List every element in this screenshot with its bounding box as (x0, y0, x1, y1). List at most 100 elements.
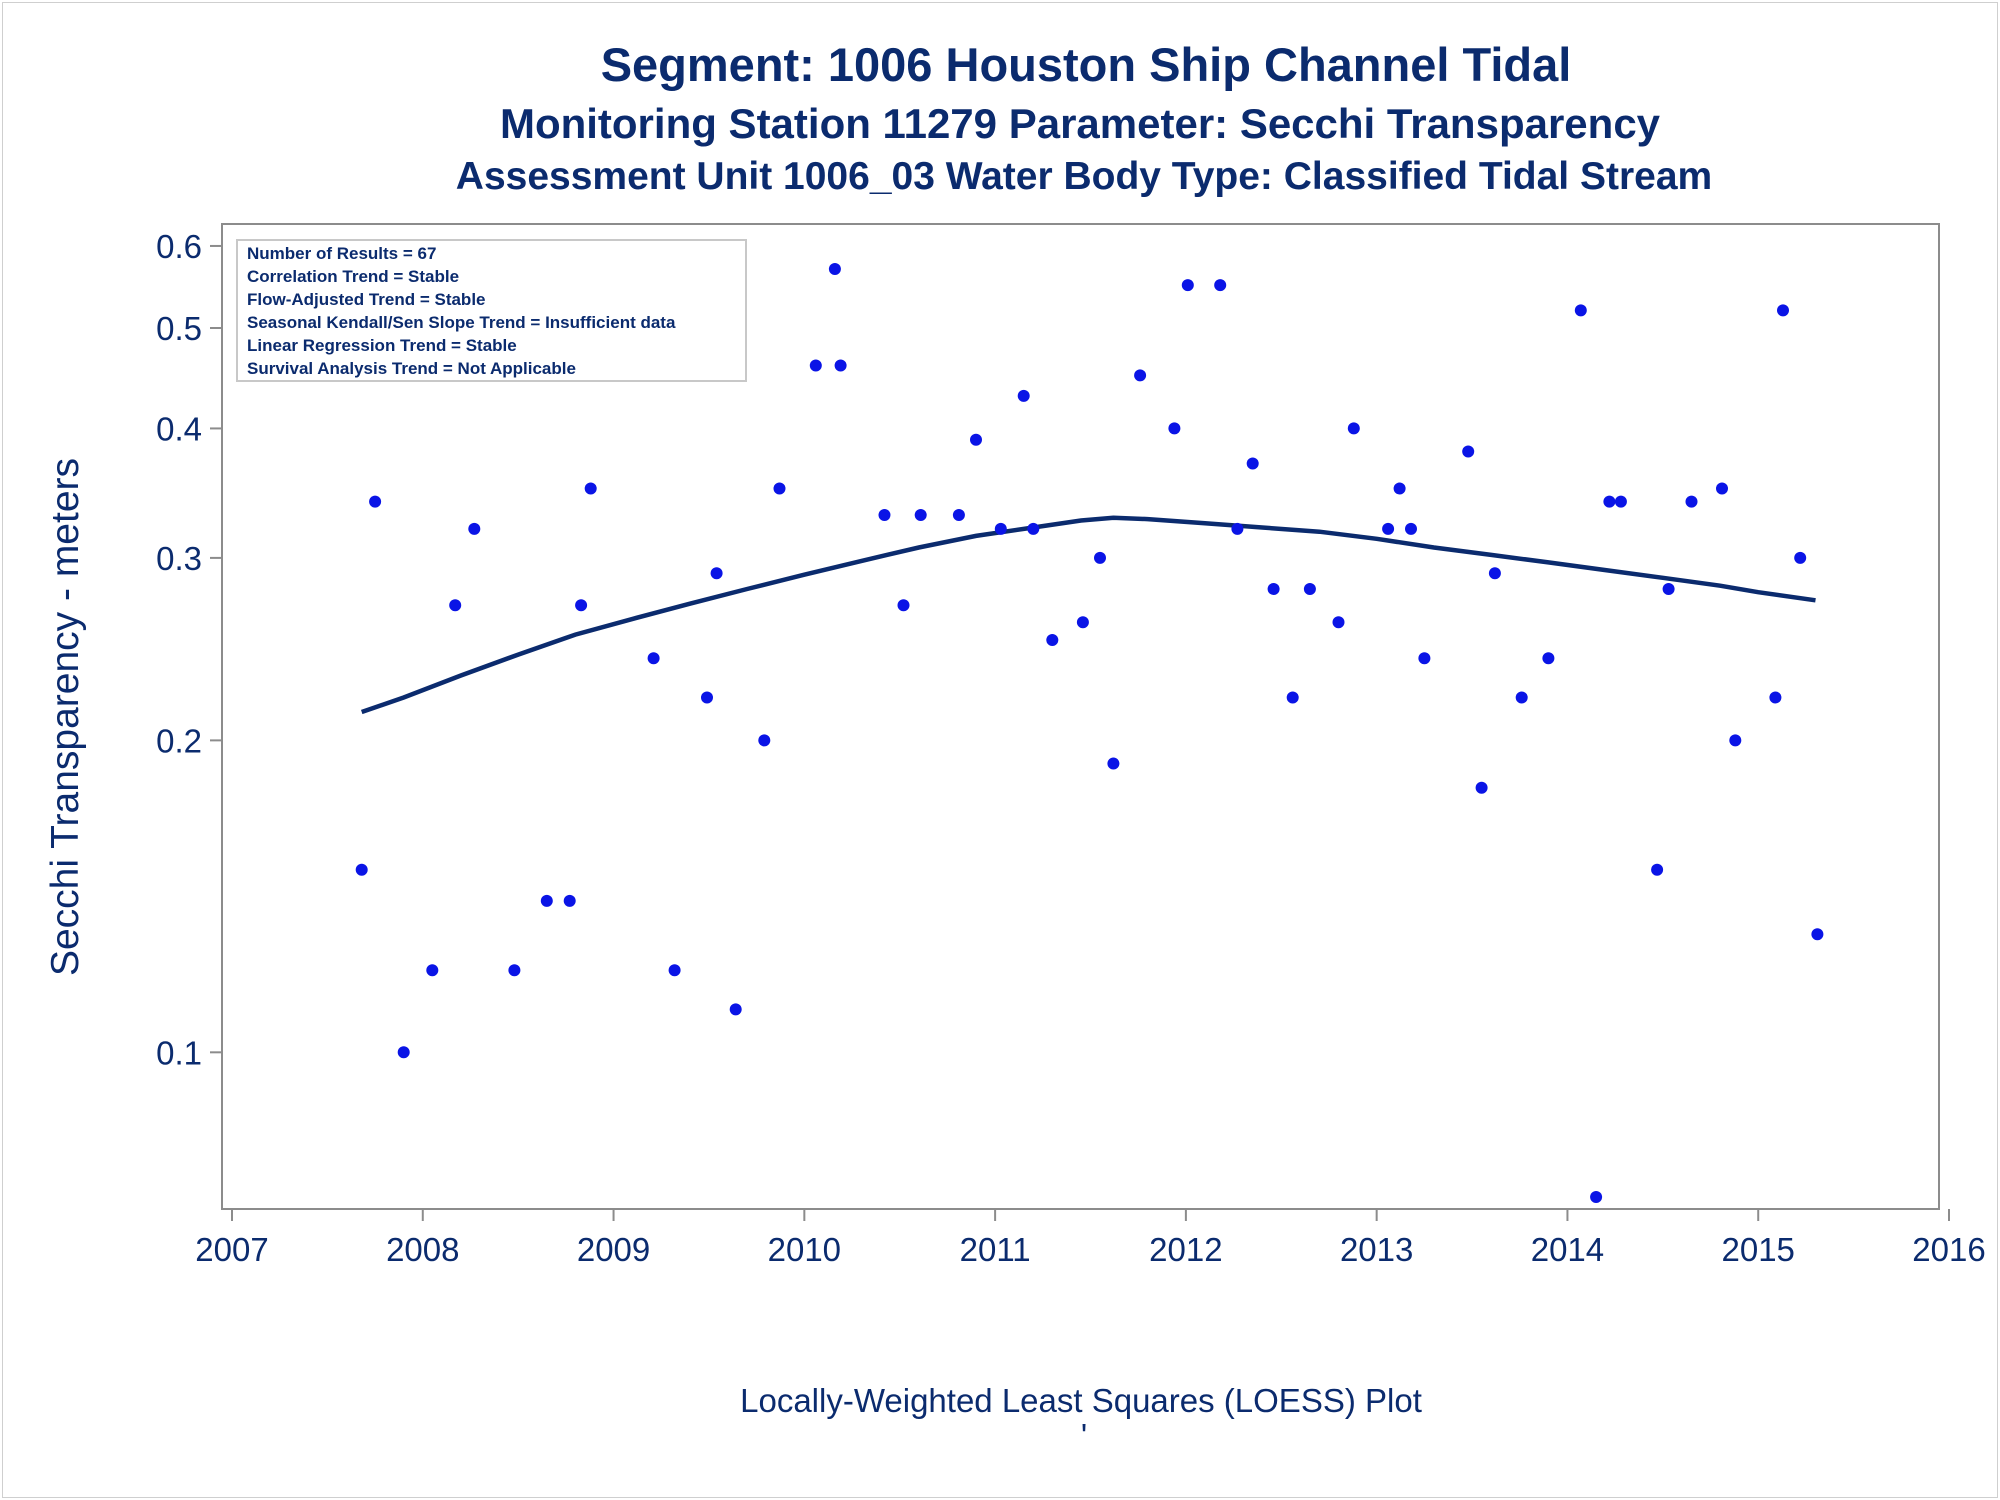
data-point (1515, 691, 1528, 704)
chart-subtitle-2: Assessment Unit 1006_03 Water Body Type:… (455, 155, 1713, 198)
data-point (758, 734, 771, 747)
data-point (701, 691, 713, 704)
data-point (1393, 482, 1406, 495)
data-point (729, 1003, 742, 1016)
data-point (1811, 928, 1824, 941)
data-point (508, 964, 521, 977)
data-point (1017, 389, 1030, 402)
data-point (1716, 482, 1728, 495)
data-point (1574, 304, 1587, 317)
stats-line: Survival Analysis Trend = Not Applicable (247, 359, 576, 378)
data-point (1614, 495, 1627, 508)
data-point (1181, 279, 1194, 292)
data-point (1729, 734, 1742, 747)
data-point (710, 567, 723, 580)
y-tick-label: 0.1 (156, 1034, 202, 1071)
x-axis-label: Locally-Weighted Least Squares (LOESS) P… (740, 1382, 1422, 1419)
x-tick-label: 2007 (195, 1231, 268, 1268)
data-point (1405, 522, 1417, 535)
data-point (575, 599, 588, 612)
data-point (1769, 691, 1782, 704)
data-point (540, 894, 553, 907)
data-point (668, 964, 681, 977)
chart-subtitle: Monitoring Station 11279 Parameter: Secc… (499, 100, 1661, 147)
data-point (1685, 495, 1698, 508)
y-tick-label: 0.4 (156, 410, 202, 447)
y-tick-label: 0.3 (156, 540, 202, 577)
data-point (1246, 457, 1259, 470)
data-point (1475, 781, 1488, 794)
y-tick-label: 0.6 (156, 228, 202, 265)
data-point (1382, 522, 1395, 535)
x-tick-label: 2009 (577, 1231, 650, 1268)
x-tick-label: 2014 (1531, 1231, 1604, 1268)
data-point (1076, 616, 1089, 629)
stats-line: Seasonal Kendall/Sen Slope Trend = Insuf… (247, 313, 676, 332)
data-point (952, 509, 965, 521)
data-point (1347, 422, 1360, 435)
stats-line: Number of Results = 67 (247, 244, 436, 263)
y-axis: 0.1 0.2 0.3 0.4 0.5 0.6 (156, 228, 222, 1071)
data-point (563, 894, 576, 907)
data-point (809, 359, 822, 372)
plot-border (221, 223, 1940, 1210)
data-point (1603, 495, 1616, 508)
data-point (1286, 691, 1299, 704)
data-point (1418, 652, 1431, 665)
data-point (1168, 422, 1181, 435)
data-point (1794, 551, 1807, 564)
x-tick-label: 2008 (386, 1231, 459, 1268)
data-point (914, 509, 927, 521)
data-point (1462, 445, 1475, 458)
data-point (647, 652, 660, 665)
x-tick-label: 2012 (1149, 1231, 1222, 1268)
data-point (878, 509, 891, 521)
data-point (773, 482, 786, 495)
data-point (449, 599, 462, 612)
stats-line: Correlation Trend = Stable (247, 267, 459, 286)
data-point (426, 964, 439, 977)
data-point (897, 599, 910, 612)
data-point (468, 522, 481, 535)
x-tick-label: 2013 (1340, 1231, 1413, 1268)
data-point (1488, 567, 1501, 580)
data-point (1027, 522, 1040, 535)
y-tick-label: 0.2 (156, 722, 202, 759)
data-point (994, 522, 1007, 535)
data-point (1303, 583, 1316, 595)
data-point (970, 433, 982, 446)
data-point (397, 1046, 410, 1059)
stats-line: Flow-Adjusted Trend = Stable (247, 290, 486, 309)
data-point (1590, 1191, 1603, 1203)
x-tick-label: 2015 (1722, 1231, 1795, 1268)
data-point (1214, 279, 1227, 292)
plot-area (221, 223, 1940, 1210)
data-point (834, 359, 847, 372)
stats-line: Linear Regression Trend = Stable (247, 336, 517, 355)
points-layer (355, 263, 1824, 1203)
chart-title: Segment: 1006 Houston Ship Channel Tidal (600, 38, 1572, 91)
data-point (1094, 551, 1106, 564)
data-point (1046, 634, 1059, 646)
data-point (355, 863, 368, 876)
y-axis-label: Secchi Transparency - meters (44, 458, 87, 976)
data-point (1267, 583, 1280, 595)
x-axis: 2007 2008 2009 2010 2011 2012 2013 2014 2015 2016 (195, 1209, 1986, 1268)
y-tick-label: 0.5 (156, 310, 202, 347)
data-point (1231, 522, 1244, 535)
data-point (369, 495, 382, 508)
footnote: ' (1081, 1417, 1087, 1454)
x-tick-label: 2010 (768, 1231, 841, 1268)
data-point (1332, 616, 1345, 629)
data-point (1651, 863, 1664, 876)
loess-curve (360, 515, 1816, 715)
stats-box (236, 239, 747, 382)
data-point (1777, 304, 1789, 317)
x-tick-label: 2016 (1912, 1231, 1985, 1268)
data-point (584, 482, 597, 495)
data-point (1662, 583, 1675, 595)
data-point (1107, 757, 1120, 770)
loess-layer (360, 515, 1816, 715)
x-tick-label: 2011 (960, 1231, 1031, 1268)
